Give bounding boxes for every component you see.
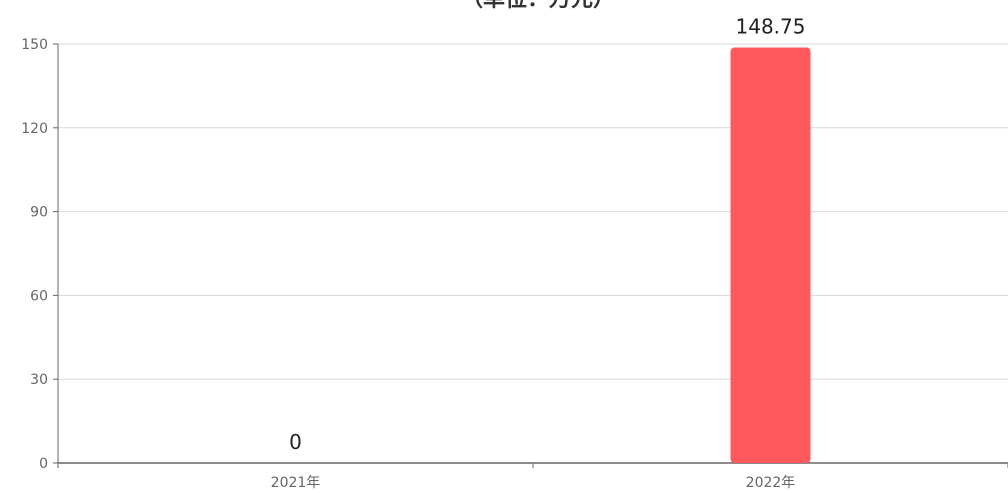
y-tick-label: 150 [21, 37, 48, 53]
data-label: 148.75 [736, 14, 806, 38]
data-labels: 0 148.75 [289, 14, 805, 454]
x-tick-label: 2021年 [271, 475, 321, 489]
y-tick-label: 90 [30, 205, 48, 221]
y-tick-label: 60 [30, 288, 48, 304]
gridlines [58, 43, 1008, 380]
bars [730, 47, 811, 463]
x-tick-label: 2022年 [746, 475, 796, 489]
y-tick-label: 0 [39, 456, 48, 472]
data-label: 0 [289, 430, 302, 454]
y-tick-label: 30 [30, 372, 48, 388]
chart-title: （单位：万元） [461, 0, 615, 12]
y-tick-label: 120 [21, 121, 48, 137]
axes: 0 30 60 90 120 150 2021年 2022年 [21, 37, 1008, 491]
bar [730, 47, 811, 463]
